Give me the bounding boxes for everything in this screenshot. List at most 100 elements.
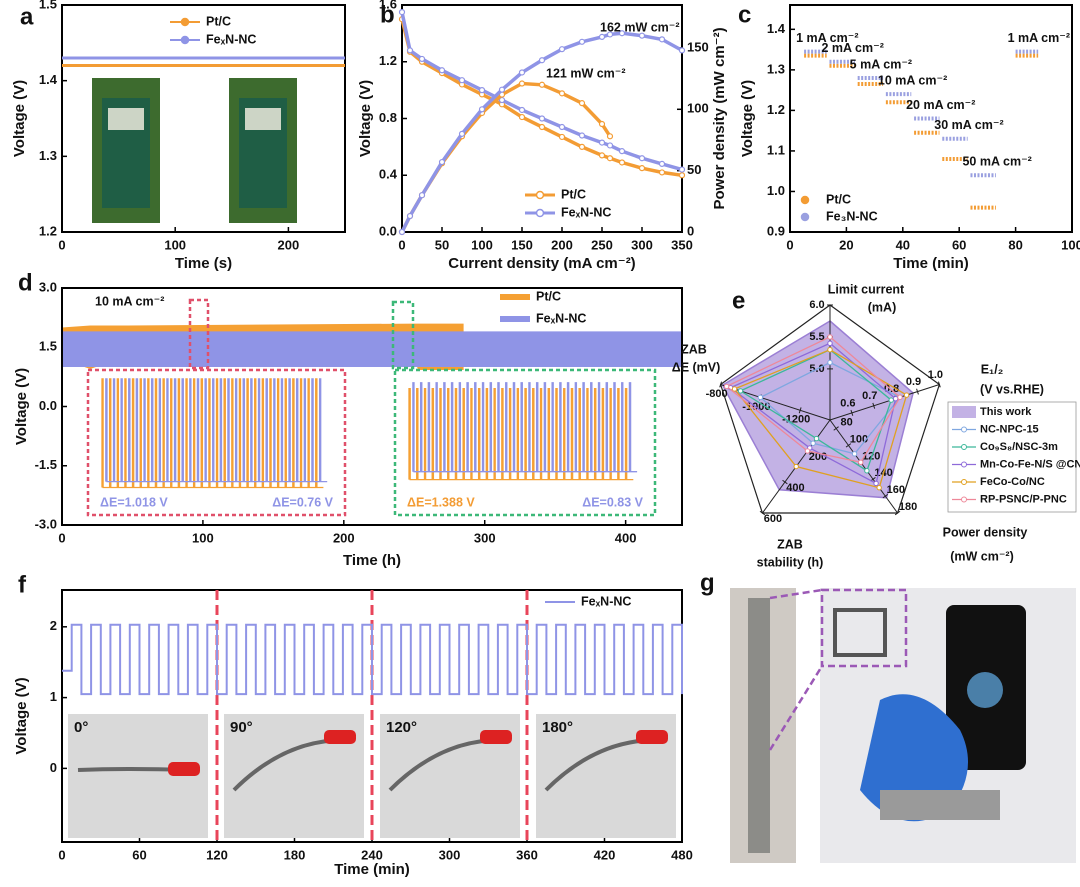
inset-wave (408, 388, 634, 481)
radar-line (733, 348, 908, 489)
data-point (678, 47, 686, 54)
y-axis-label: Voltage (V) (13, 677, 30, 754)
data-point (638, 32, 646, 39)
radar-tick (719, 381, 723, 388)
data-point (518, 80, 526, 87)
legend-label: Pt/C (826, 192, 851, 206)
x-tick-label: 200 (278, 237, 300, 252)
zoom-marker (391, 300, 415, 370)
zoom-line (769, 588, 823, 600)
inset-label: 120° (386, 719, 417, 736)
radar-tick-label: 80 (841, 416, 853, 428)
data-line (62, 623, 683, 696)
plot-frame (789, 4, 1073, 233)
photo-clip (168, 762, 200, 776)
y-tick-label: 1.4 (767, 21, 786, 36)
legend-label: Co₉S₈/NSC-3m (980, 441, 1058, 453)
legend-marker (535, 208, 545, 218)
x-tick-label: 480 (671, 847, 693, 862)
y2-tick-label: 150 (687, 39, 709, 54)
data-point (558, 46, 566, 53)
x-tick-label: 300 (439, 847, 461, 862)
y2-tick-label: 0 (687, 223, 694, 238)
data-point (478, 87, 486, 94)
delta-e-label: ΔE=0.76 V (272, 495, 333, 509)
legend-marker (535, 190, 545, 200)
legend-marker (961, 496, 967, 503)
x-tick-label: 100 (471, 237, 493, 252)
delta-e-label: ΔE=0.83 V (582, 495, 643, 509)
data-point (558, 133, 566, 141)
voltage-band (62, 331, 682, 367)
x-tick-label: 180 (284, 847, 306, 862)
radar-spoke (829, 383, 940, 421)
radar-axis-label: Limit current (828, 282, 905, 296)
radar-tick-label: 160 (887, 484, 905, 496)
x-tick-label: 0 (58, 847, 65, 862)
data-point (418, 55, 426, 63)
inset-wave (101, 378, 324, 489)
data-line (400, 18, 683, 178)
radar-tick (916, 388, 919, 395)
data-point (438, 158, 446, 166)
legend-swatch (952, 406, 976, 418)
data-point (658, 169, 666, 176)
zoom-box (820, 588, 908, 668)
y-tick-label: 1.2 (379, 53, 397, 68)
data-point (638, 155, 646, 162)
y-axis-label: Voltage (V) (739, 80, 756, 157)
legend-label: Pt/C (561, 187, 586, 201)
data-point (678, 172, 686, 179)
legend-label: Pt/C (536, 289, 561, 303)
data-point (538, 57, 546, 64)
y-tick-label: 1.2 (767, 102, 785, 117)
data-point (606, 133, 614, 140)
radar-tick-label: 1.0 (928, 369, 943, 381)
inset-wave (412, 382, 638, 473)
data-point (518, 113, 526, 121)
legend-label: Mn-Co-Fe-N/S @CNT (980, 458, 1080, 470)
radar-point (827, 347, 833, 353)
bent-battery (833, 608, 887, 657)
annotation: 162 mW cm⁻² (600, 20, 680, 34)
radar-tick-label: 0.6 (840, 397, 855, 409)
phone-screen-bubble (967, 672, 1003, 708)
panel-label: d (18, 269, 33, 296)
radar-axis-label: ZAB (681, 342, 707, 356)
radar-point (804, 448, 811, 454)
legend-label: FeₓN-NC (581, 594, 631, 608)
y-tick-label: 1 (50, 689, 57, 704)
legend-label: FeₓN-NC (206, 32, 256, 46)
data-point (578, 38, 586, 45)
radar-frame (719, 304, 941, 514)
radar-tick (882, 493, 889, 499)
radar-point (876, 484, 882, 491)
x-tick-label: 150 (511, 237, 533, 252)
radar-point (757, 394, 764, 401)
x-tick-label: 60 (952, 237, 966, 252)
legend-marker (180, 35, 190, 45)
y-tick-label: 1.1 (767, 142, 785, 157)
plateau-label: 20 mA cm⁻² (906, 98, 975, 112)
y-axis-label: Voltage (V) (13, 368, 30, 445)
y2-tick-label: 100 (687, 101, 709, 116)
inset-wave (105, 378, 328, 483)
y-tick-label: 0 (50, 760, 57, 775)
radar-tick (782, 479, 788, 485)
data-point (406, 47, 414, 54)
legend-box (947, 401, 1077, 513)
plateau-label: 10 mA cm⁻² (878, 73, 947, 87)
x-tick-label: 60 (132, 847, 146, 862)
y2-tick-label: 50 (687, 162, 701, 177)
x-tick-label: 240 (361, 847, 383, 862)
y-axis-label: Voltage (V) (11, 80, 28, 157)
radar-tick (894, 510, 901, 516)
legend-label: Pt/C (206, 14, 231, 28)
inset-label: 90° (230, 719, 253, 736)
delta-e-label: ΔE=1.388 V (407, 495, 475, 509)
delta-e-label: ΔE=1.018 V (100, 495, 168, 509)
radar-tick-label: 600 (764, 513, 782, 525)
y-tick-label: 1.5 (39, 0, 57, 11)
data-point (458, 130, 466, 137)
data-point (438, 67, 446, 74)
